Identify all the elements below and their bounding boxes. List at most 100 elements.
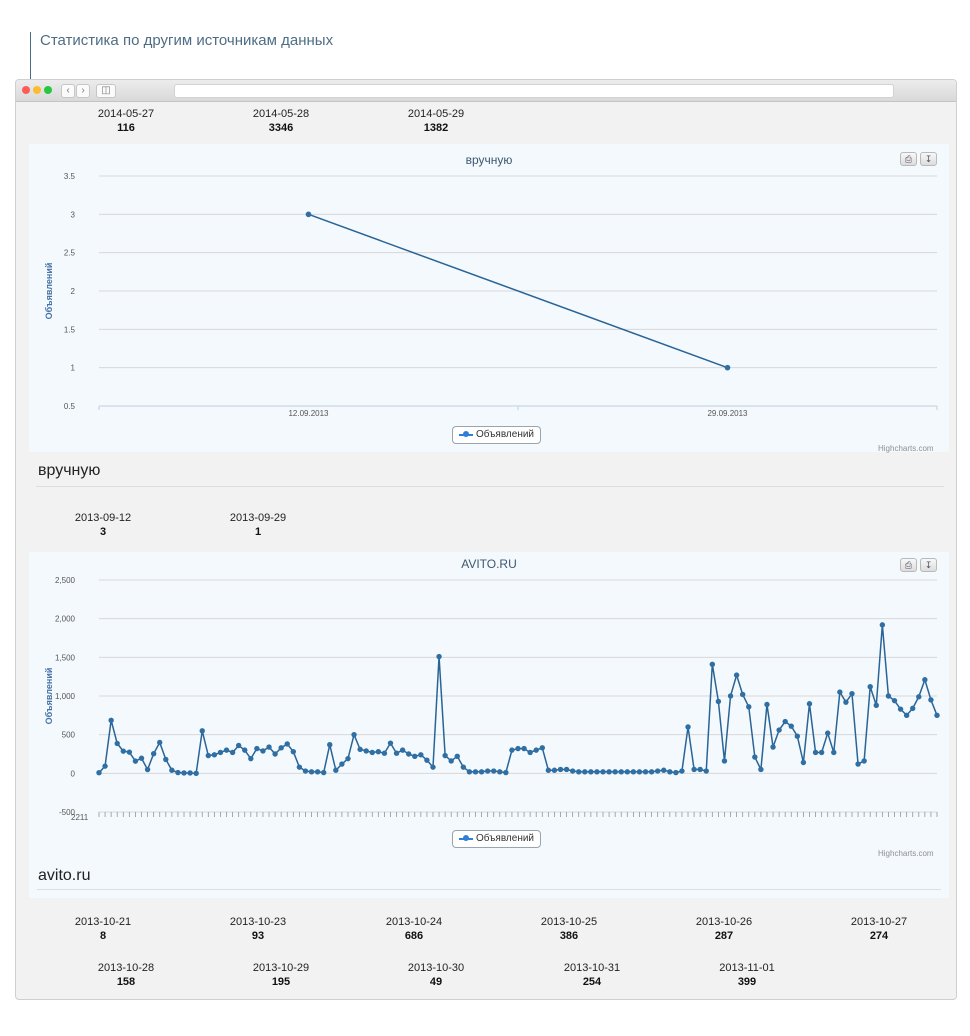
- legend-marker-icon: [459, 430, 473, 438]
- data-point: [569, 768, 576, 774]
- data-point: [891, 697, 898, 704]
- data-point: [679, 768, 685, 774]
- stat-date: 2013-09-12: [74, 512, 132, 524]
- browser-window: ‹ › ◫ 2014-05-27 116 2014-05-28 3346 2014-…: [15, 79, 957, 1000]
- data-point: [369, 749, 375, 756]
- data-point: [229, 749, 236, 756]
- data-point: [873, 702, 879, 708]
- chart-svg-manual: 0.5 1 1.5 2 2.5 3 3.5 Объявлений 12.09.2013 29.09…: [44, 172, 938, 418]
- stat-item: 2014-05-29 1382: [381, 108, 491, 134]
- data-point: [703, 768, 709, 774]
- credits-link[interactable]: Highcharts.com: [878, 444, 934, 453]
- address-bar[interactable]: [174, 84, 894, 98]
- top-stats-row: 2014-05-27 116 2014-05-28 3346 2014-05-29 1…: [16, 108, 956, 142]
- data-point: [837, 689, 843, 695]
- data-point: [363, 748, 369, 754]
- data-point: [812, 749, 819, 756]
- data-point: [235, 742, 242, 749]
- y-tick-label: 1,500: [55, 653, 76, 662]
- data-point: [205, 752, 212, 759]
- stat-date: 2013-10-25: [540, 916, 598, 928]
- data-point: [211, 752, 218, 758]
- data-point: [327, 742, 333, 748]
- avito-stats-row-1: 2013-10-21 8 2013-10-23 93 2013-10-24 686 2…: [16, 916, 956, 950]
- credits-link[interactable]: Highcharts.com: [878, 849, 934, 858]
- chart-panel-manual: 0.5 1 1.5 2 2.5 3 3.5 Объявлений 12.09.2013 29.09…: [29, 144, 949, 453]
- data-point: [539, 745, 545, 751]
- data-point: [284, 741, 290, 747]
- stat-count: 116: [117, 122, 135, 134]
- data-point: [120, 748, 126, 754]
- data-point: [746, 704, 752, 710]
- data-point: [691, 766, 697, 773]
- avito-stats-row-2: 2013-10-28 158 2013-10-29 195 2013-10-30 49…: [16, 962, 956, 996]
- back-button[interactable]: ‹: [61, 84, 75, 98]
- data-point: [515, 745, 521, 752]
- data-point: [533, 747, 539, 753]
- data-point: [527, 749, 533, 756]
- legend-item[interactable]: Объявлений: [452, 830, 542, 848]
- data-point: [260, 748, 266, 754]
- data-point: [126, 749, 133, 755]
- stat-count: 195: [271, 976, 291, 988]
- download-icon[interactable]: ↧: [920, 152, 937, 166]
- data-point: [752, 754, 758, 760]
- data-point: [721, 758, 728, 764]
- download-icon[interactable]: ↧: [920, 558, 937, 572]
- data-point: [181, 770, 187, 776]
- data-point: [618, 769, 624, 775]
- sidebar-toggle-button[interactable]: ◫: [96, 84, 116, 98]
- data-point: [770, 744, 776, 750]
- data-point: [782, 718, 788, 725]
- data-point: [764, 701, 770, 708]
- data-point: [794, 733, 801, 739]
- print-icon[interactable]: ⎙: [900, 558, 917, 572]
- data-point: [739, 691, 746, 698]
- data-point: [910, 705, 916, 712]
- legend-marker-icon: [459, 834, 473, 842]
- y-tick-label: 1,000: [55, 692, 76, 701]
- legend-item[interactable]: Объявлений: [452, 426, 542, 444]
- data-point: [849, 690, 855, 697]
- stat-count: 3346: [268, 122, 294, 134]
- data-point: [102, 763, 108, 769]
- data-point: [903, 712, 910, 719]
- maximize-window-button[interactable]: [44, 86, 52, 94]
- data-point: [491, 768, 497, 774]
- data-point: [788, 723, 794, 729]
- stat-count: 49: [429, 976, 443, 988]
- data-point: [454, 753, 460, 760]
- data-point: [654, 768, 661, 774]
- data-point: [630, 769, 637, 775]
- stat-count: 1: [254, 526, 262, 538]
- window-titlebar: ‹ › ◫: [16, 80, 956, 102]
- manual-stats-row: 2013-09-12 3 2013-09-29 1: [16, 512, 956, 546]
- chart-title: вручную: [465, 153, 513, 167]
- y-tick-label: -500: [59, 808, 76, 817]
- divider: [37, 889, 941, 890]
- data-point: [381, 750, 388, 756]
- data-point: [624, 769, 631, 775]
- close-window-button[interactable]: [22, 86, 30, 94]
- data-point: [199, 728, 205, 734]
- stat-item: 2013-10-23 93: [203, 916, 313, 942]
- minimize-window-button[interactable]: [33, 86, 41, 94]
- series-line: [308, 213, 728, 369]
- forward-button[interactable]: ›: [76, 84, 90, 98]
- data-point: [776, 727, 782, 733]
- data-point: [296, 764, 303, 770]
- data-point: [806, 701, 813, 707]
- stat-item: 2014-05-27 116: [71, 108, 181, 134]
- stat-item: 2013-10-25 386: [514, 916, 624, 942]
- print-icon[interactable]: ⎙: [900, 152, 917, 166]
- data-point: [727, 693, 734, 699]
- data-point: [831, 749, 837, 756]
- stat-count: 686: [404, 930, 424, 942]
- y-axis-title: Объявлений: [44, 263, 54, 320]
- data-point: [466, 769, 473, 775]
- data-point: [855, 761, 861, 767]
- stat-count: 399: [737, 976, 757, 988]
- data-point: [800, 759, 807, 766]
- data-point: [582, 769, 588, 775]
- data-point: [399, 747, 406, 753]
